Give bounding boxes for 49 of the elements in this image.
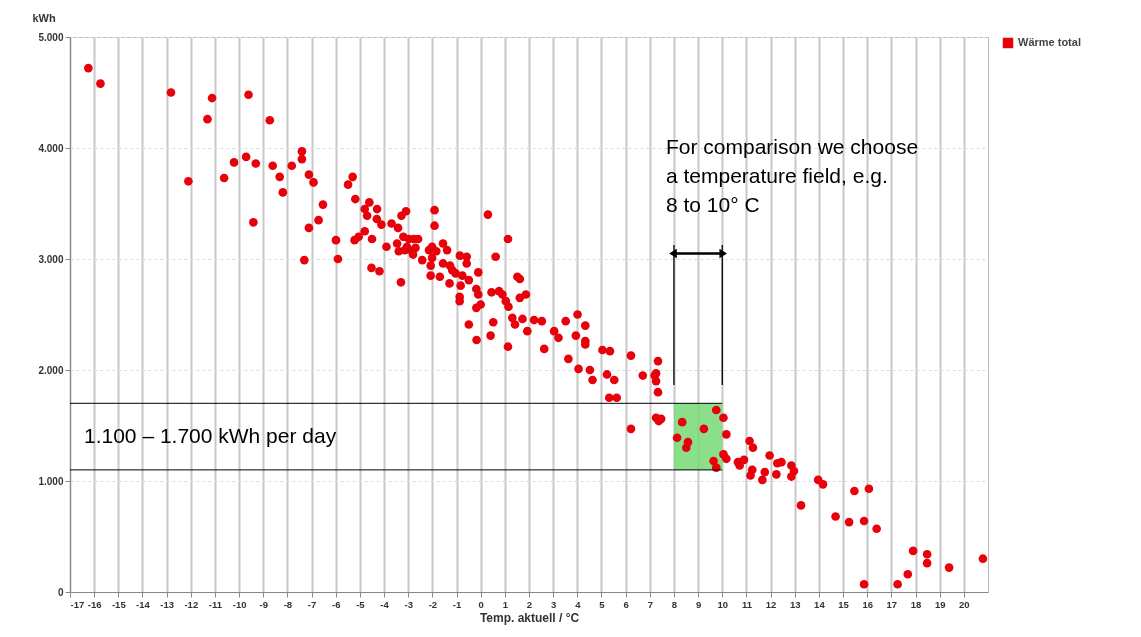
x-tick-label: 18 xyxy=(910,598,922,610)
legend-label: Wärme total xyxy=(1018,36,1081,48)
x-tick-label: 13 xyxy=(789,598,801,610)
x-tick-label: -9 xyxy=(259,598,268,610)
x-tick-label: -13 xyxy=(160,598,174,610)
y-tick-label: 1.000 xyxy=(38,475,64,487)
x-tick-label: -2 xyxy=(428,598,438,610)
x-tick-label: -5 xyxy=(356,598,366,610)
x-tick-label: 7 xyxy=(647,598,653,610)
x-tick-label: -14 xyxy=(136,598,151,610)
y-axis-title: kWh xyxy=(32,11,56,24)
x-tick-label: 8 xyxy=(671,598,678,610)
x-tick-label: 15 xyxy=(838,598,850,610)
x-tick-label: -1 xyxy=(452,598,462,610)
x-tick-label: 20 xyxy=(959,598,970,610)
annotation: For comparison we choose a temperature field, e.g. 8 to 10° C xyxy=(665,134,919,216)
x-tick-label: 17 xyxy=(886,598,898,610)
x-tick-label: -12 xyxy=(184,598,199,610)
x-tick-label: 10 xyxy=(717,598,729,610)
y-tick-label: 4.000 xyxy=(38,142,64,154)
x-tick-label: -10 xyxy=(232,598,247,610)
y-tick-label: 0 xyxy=(57,586,64,598)
x-tick-label: 0 xyxy=(478,598,484,610)
y-tick-label: 3.000 xyxy=(38,253,64,265)
x-tick-label: 4 xyxy=(575,598,582,610)
x-tick-label: 14 xyxy=(814,598,826,610)
x-tick-label: -16 xyxy=(87,598,102,610)
x-tick-label: 19 xyxy=(934,598,946,610)
x-tick-label: 2 xyxy=(526,598,533,610)
x-tick-label: 5 xyxy=(599,598,606,610)
x-axis-title: Temp. aktuell / °C xyxy=(479,611,580,625)
x-tick-label: -6 xyxy=(332,598,341,610)
x-tick-label: -15 xyxy=(111,598,127,610)
x-tick-label: -8 xyxy=(283,598,293,610)
x-tick-label: -7 xyxy=(307,598,317,610)
x-tick-label: 9 xyxy=(695,598,702,610)
x-tick-label: 12 xyxy=(765,598,777,610)
x-tick-label: 16 xyxy=(862,598,873,610)
x-tick-label: 6 xyxy=(623,598,629,610)
band-label: 1.100 – 1.700 kWh per day xyxy=(84,423,337,447)
x-tick-label: -17 xyxy=(70,598,85,610)
x-tick-label: 1 xyxy=(502,598,509,610)
x-tick-label: -4 xyxy=(380,598,390,610)
x-tick-label: -11 xyxy=(208,598,223,610)
y-tick-label: 2.000 xyxy=(38,364,64,376)
x-tick-label: -3 xyxy=(404,598,413,610)
y-tick-label: 5.000 xyxy=(38,31,64,43)
x-tick-label: 11 xyxy=(741,598,753,610)
x-tick-label: 3 xyxy=(551,598,557,610)
